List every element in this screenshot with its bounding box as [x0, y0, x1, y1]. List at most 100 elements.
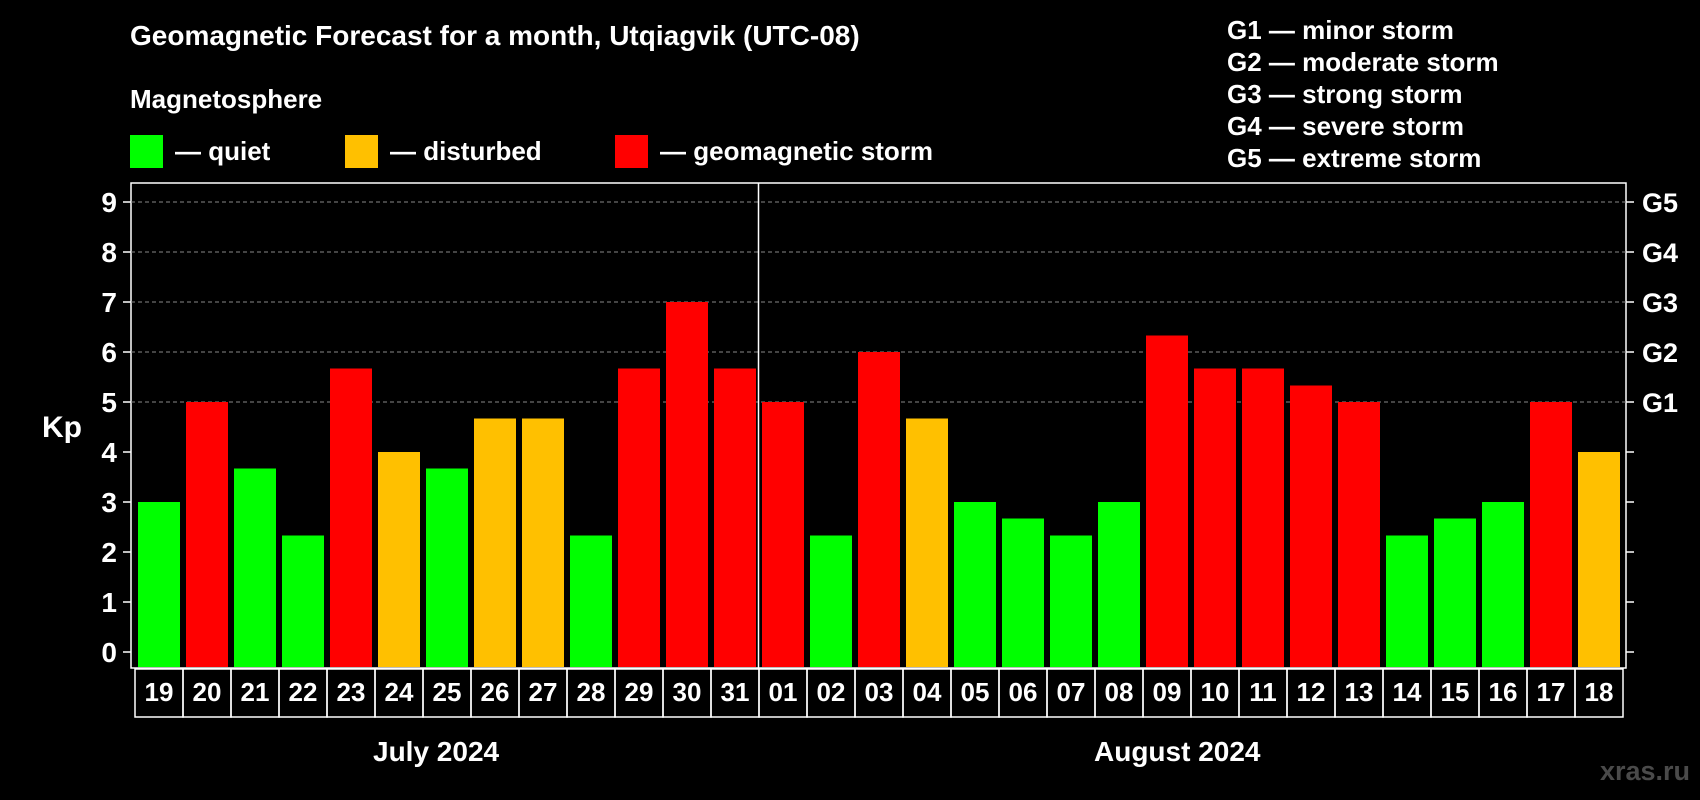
date-label: 04	[913, 677, 942, 707]
bar-day-17	[906, 418, 948, 667]
bar-day-15	[810, 535, 852, 667]
date-label: 30	[673, 677, 702, 707]
date-label: 19	[145, 677, 174, 707]
g-level-label: G2	[1642, 338, 1678, 368]
date-label: 07	[1057, 677, 1086, 707]
date-label: 31	[721, 677, 750, 707]
y-tick-label: 2	[101, 537, 117, 568]
bar-day-14	[762, 402, 804, 667]
date-label: 27	[529, 677, 558, 707]
y-tick-label: 5	[101, 387, 117, 418]
date-label: 21	[241, 677, 270, 707]
legend-swatch-disturbed	[345, 134, 378, 168]
y-tick-label: 4	[101, 437, 117, 468]
legend-item-storm: — geomagnetic storm	[615, 134, 933, 168]
bar-day-31	[1578, 452, 1620, 667]
y-tick-label: 8	[101, 237, 117, 268]
date-label: 20	[193, 677, 222, 707]
g-level-label: G3	[1642, 288, 1678, 318]
bar-day-6	[378, 452, 420, 667]
storm-level-g3: G3 — strong storm	[1227, 79, 1463, 109]
y-axis-label: Kp	[42, 411, 82, 444]
bar-day-11	[618, 368, 660, 667]
date-label: 02	[817, 677, 846, 707]
legend-swatch-storm	[615, 134, 648, 168]
bar-day-9	[522, 418, 564, 667]
bar-day-4	[282, 535, 324, 667]
y-tick-label: 3	[101, 487, 117, 518]
date-label: 22	[289, 677, 318, 707]
bar-day-13	[714, 368, 756, 667]
date-label: 03	[865, 677, 894, 707]
date-label: 11	[1249, 677, 1277, 707]
bar-day-1	[138, 502, 180, 667]
date-label: 26	[481, 677, 510, 707]
bar-day-26	[1338, 402, 1380, 667]
bar-day-19	[1002, 518, 1044, 667]
bar-day-28	[1434, 518, 1476, 667]
bar-day-24	[1242, 368, 1284, 667]
legend-swatch-quiet	[130, 134, 163, 168]
storm-level-g2: G2 — moderate storm	[1227, 47, 1499, 77]
date-label: 13	[1345, 677, 1374, 707]
date-label: 25	[433, 677, 462, 707]
chart-title: Geomagnetic Forecast for a month, Utqiag…	[130, 20, 860, 51]
legend-subtitle: Magnetosphere	[130, 84, 323, 114]
bar-day-20	[1050, 535, 1092, 667]
storm-level-g1: G1 — minor storm	[1227, 15, 1454, 45]
y-tick-label: 0	[101, 637, 117, 668]
legend-label-quiet: — quiet	[175, 135, 271, 166]
date-label: 05	[961, 677, 990, 707]
date-label: 14	[1393, 677, 1422, 707]
month-label-july: July 2024	[373, 736, 500, 767]
legend-label-storm: — geomagnetic storm	[660, 135, 934, 166]
bar-day-29	[1482, 502, 1524, 667]
bar-day-23	[1194, 368, 1236, 667]
storm-level-list: G1 — minor storm G2 — moderate storm G3 …	[1227, 14, 1499, 174]
bar-day-18	[954, 502, 996, 667]
date-cell-box	[1574, 668, 1624, 718]
bar-day-21	[1098, 502, 1140, 667]
legend-item-disturbed: — disturbed	[345, 134, 542, 168]
date-label: 17	[1537, 677, 1566, 707]
bar-day-27	[1386, 535, 1428, 667]
legend-label-disturbed: — disturbed	[390, 135, 542, 166]
bar-day-5	[330, 368, 372, 667]
g-level-label: G4	[1642, 238, 1678, 268]
watermark: xras.ru	[1599, 756, 1690, 786]
date-label: 10	[1201, 677, 1230, 707]
y-tick-label: 1	[101, 587, 117, 618]
date-label: 15	[1441, 677, 1470, 707]
date-label: 24	[385, 677, 414, 707]
month-label-august: August 2024	[1094, 736, 1261, 767]
date-label: 29	[625, 677, 654, 707]
y-tick-label: 7	[101, 287, 117, 318]
date-label: 28	[577, 677, 606, 707]
g-level-label: G5	[1642, 188, 1678, 218]
storm-level-g5: G5 — extreme storm	[1227, 143, 1482, 173]
date-label: 01	[769, 677, 798, 707]
bar-day-12	[666, 302, 708, 667]
bar-day-3	[234, 468, 276, 667]
bar-day-30	[1530, 402, 1572, 667]
date-label: 16	[1489, 677, 1518, 707]
g-level-label: G1	[1642, 388, 1678, 418]
bar-day-7	[426, 468, 468, 667]
date-label: 09	[1153, 677, 1182, 707]
legend-item-quiet: — quiet	[130, 134, 270, 168]
bar-day-16	[858, 352, 900, 667]
date-label: 08	[1105, 677, 1134, 707]
date-label: 06	[1009, 677, 1038, 707]
bar-day-8	[474, 418, 516, 667]
plot-frame	[130, 182, 1627, 669]
bar-day-10	[570, 535, 612, 667]
bar-day-25	[1290, 385, 1332, 667]
date-label: 12	[1297, 677, 1326, 707]
y-tick-label: 9	[101, 187, 117, 218]
bar-day-2	[186, 402, 228, 667]
y-tick-label: 6	[101, 337, 117, 368]
storm-level-g4: G4 — severe storm	[1227, 111, 1465, 141]
date-label: 18	[1585, 677, 1614, 707]
bar-day-22	[1146, 335, 1188, 667]
